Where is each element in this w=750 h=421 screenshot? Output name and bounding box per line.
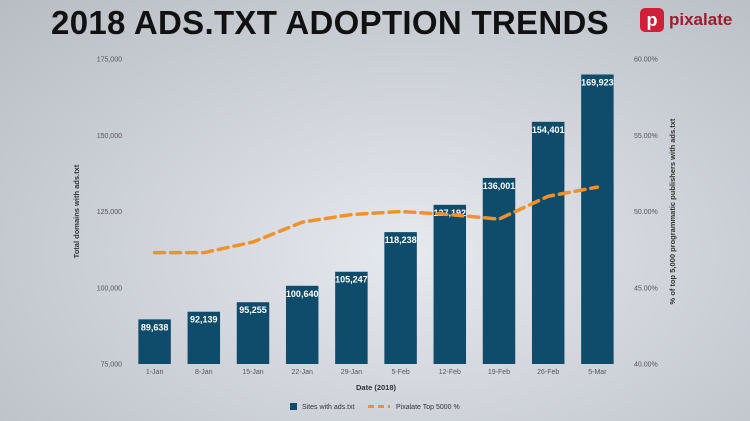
bar-value-label: 95,255 [239,305,267,315]
chart-title: 2018 ADS.TXT ADOPTION TRENDS [51,4,609,41]
bar [384,232,417,364]
pixalate-logo-text: pixalate [669,10,733,29]
x-tick-label: 19-Feb [488,369,510,376]
bar-value-label: 154,401 [532,125,565,135]
legend-swatch-bars [290,403,297,410]
legend-label-line: Pixalate Top 5000 % [396,404,460,411]
y2-tick-label: 60.00% [634,57,658,64]
bar [482,177,516,364]
bar-value-label: 169,923 [581,77,614,87]
x-tick-label: 1-Jan [146,369,164,376]
bar-value-label: 136,001 [483,181,516,191]
y-tick-label: 150,000 [97,133,122,140]
bar-value-label: 127,192 [434,208,467,218]
x-tick-label: 29-Jan [341,369,363,376]
bar-value-label: 92,139 [190,315,218,325]
bar-value-label: 100,640 [286,289,319,299]
y-tick-label: 125,000 [97,209,122,216]
y2-tick-label: 45.00% [634,285,658,292]
y-axis-title: Total domains with ads.txt [72,164,81,258]
y-tick-label: 175,000 [97,57,122,64]
series-line-top5000 [152,185,600,255]
y2-tick-label: 55.00% [634,133,658,140]
x-tick-label: 22-Jan [291,369,313,376]
x-tick-label: 8-Jan [195,369,213,376]
bar [138,319,171,364]
x-tick-label: 5-Mar [588,369,607,376]
bar [433,204,467,364]
bar [581,74,614,364]
y2-tick-label: 50.00% [634,209,658,216]
bar-value-label: 118,238 [385,235,417,245]
y2-axis-title: % of top 5,000 programmatic publishers w… [668,118,677,304]
pixalate-logo: p pixalate [640,8,732,32]
x-tick-label: 26-Feb [537,369,559,376]
bar [285,285,319,364]
bar [187,311,221,364]
bar-value-label: 105,247 [335,275,368,285]
x-axis-title: Date (2018) [356,383,397,392]
bar-value-label: 89,638 [141,322,169,332]
y-tick-label: 100,000 [97,285,122,292]
x-tick-label: 15-Jan [242,369,264,376]
bar [531,121,565,364]
y-tick-label: 75,000 [101,362,123,369]
x-tick-label: 12-Feb [439,369,461,376]
x-tick-label: 5-Feb [391,369,409,376]
y2-tick-label: 40.00% [634,362,658,369]
bar [236,302,270,364]
bar [335,271,368,364]
legend-label-bars: Sites with ads.txt [302,404,355,411]
pixalate-logo-icon: p [640,8,664,32]
